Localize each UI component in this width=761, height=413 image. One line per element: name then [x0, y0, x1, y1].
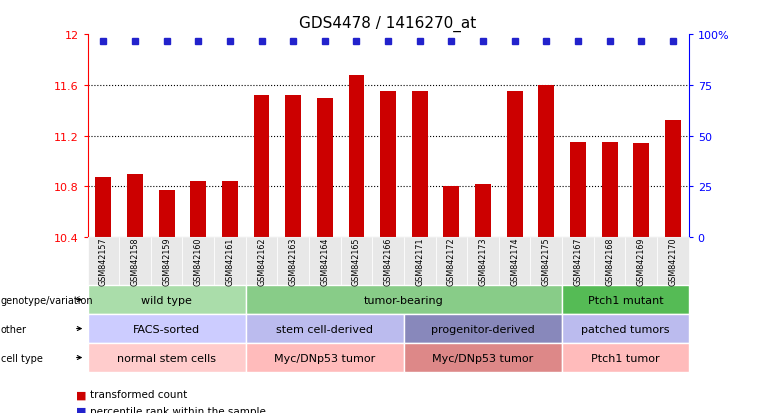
Text: GSM842170: GSM842170 [668, 237, 677, 285]
Text: GSM842157: GSM842157 [99, 237, 108, 285]
Bar [253, 96, 269, 237]
Text: progenitor-derived: progenitor-derived [431, 324, 535, 334]
Bar [222, 182, 237, 237]
Bar [412, 92, 428, 237]
Text: normal stem cells: normal stem cells [117, 353, 216, 363]
Text: GSM842172: GSM842172 [447, 237, 456, 285]
Text: other: other [1, 324, 27, 334]
Text: transformed count: transformed count [90, 389, 187, 399]
Text: ■: ■ [76, 389, 87, 399]
Text: GSM842159: GSM842159 [162, 237, 171, 285]
Bar [285, 96, 301, 237]
Title: GDS4478 / 1416270_at: GDS4478 / 1416270_at [300, 16, 476, 32]
Text: GSM842163: GSM842163 [288, 237, 298, 285]
Bar [349, 76, 365, 237]
Bar [317, 98, 333, 237]
Text: ■: ■ [76, 406, 87, 413]
Text: GSM842173: GSM842173 [479, 237, 488, 285]
Text: FACS-sorted: FACS-sorted [133, 324, 200, 334]
Text: GSM842169: GSM842169 [637, 237, 646, 285]
Text: GSM842158: GSM842158 [130, 237, 139, 285]
Text: percentile rank within the sample: percentile rank within the sample [90, 406, 266, 413]
Bar [507, 92, 523, 237]
Text: GSM842166: GSM842166 [384, 237, 393, 285]
Text: genotype/variation: genotype/variation [1, 295, 94, 305]
Text: wild type: wild type [142, 295, 192, 305]
Text: GSM842175: GSM842175 [542, 237, 551, 285]
Text: GSM842160: GSM842160 [194, 237, 202, 285]
Bar [539, 86, 554, 237]
Text: GSM842164: GSM842164 [320, 237, 330, 285]
Bar [380, 92, 396, 237]
Text: GSM842174: GSM842174 [510, 237, 519, 285]
Text: Myc/DNp53 tumor: Myc/DNp53 tumor [274, 353, 375, 363]
Bar [444, 187, 460, 237]
Text: GSM842168: GSM842168 [605, 237, 614, 285]
Text: Ptch1 tumor: Ptch1 tumor [591, 353, 660, 363]
Bar [665, 121, 681, 237]
Text: patched tumors: patched tumors [581, 324, 670, 334]
Text: GSM842161: GSM842161 [225, 237, 234, 285]
Bar [127, 174, 143, 237]
Text: stem cell-derived: stem cell-derived [276, 324, 374, 334]
Text: Ptch1 mutant: Ptch1 mutant [587, 295, 664, 305]
Bar [602, 142, 617, 237]
Text: cell type: cell type [1, 353, 43, 363]
Bar [570, 142, 586, 237]
Text: GSM842165: GSM842165 [352, 237, 361, 285]
Text: GSM842167: GSM842167 [574, 237, 582, 285]
Text: Myc/DNp53 tumor: Myc/DNp53 tumor [432, 353, 533, 363]
Bar [633, 144, 649, 237]
Bar [190, 182, 206, 237]
Text: GSM842171: GSM842171 [416, 237, 424, 285]
Bar [95, 178, 111, 237]
Bar [159, 191, 174, 237]
Text: tumor-bearing: tumor-bearing [364, 295, 444, 305]
Text: GSM842162: GSM842162 [257, 237, 266, 285]
Bar [475, 184, 491, 237]
